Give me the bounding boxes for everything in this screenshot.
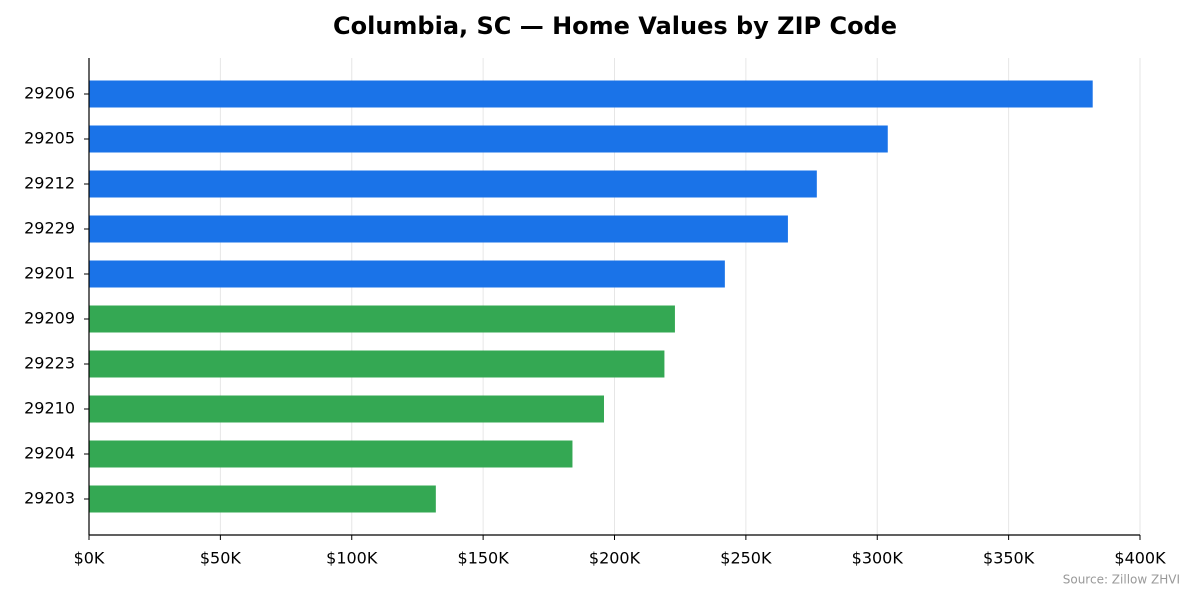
x-tick-label: $300K: [852, 549, 904, 568]
bar: [89, 125, 888, 153]
chart-title: Columbia, SC — Home Values by ZIP Code: [333, 12, 897, 40]
x-tick-label: $50K: [200, 549, 242, 568]
bar: [89, 170, 817, 198]
x-tick-label: $400K: [1114, 549, 1166, 568]
bar: [89, 440, 573, 468]
x-tick-label: $0K: [74, 549, 105, 568]
y-tick-label: 29204: [24, 444, 75, 463]
y-tick-label: 29203: [24, 489, 75, 508]
x-tick-label: $150K: [458, 549, 510, 568]
bar: [89, 305, 675, 333]
y-tick-label: 29205: [24, 129, 75, 148]
source-note: Source: Zillow ZHVI: [1063, 573, 1180, 587]
y-tick-label: 29229: [24, 219, 75, 238]
y-tick-label: 29223: [24, 354, 75, 373]
x-tick-label: $250K: [720, 549, 772, 568]
bar: [89, 260, 725, 288]
y-tick-label: 29212: [24, 174, 75, 193]
y-tick-label: 29206: [24, 84, 75, 103]
bar: [89, 485, 436, 513]
bar: [89, 395, 604, 423]
bar: [89, 80, 1093, 108]
y-tick-label: 29209: [24, 309, 75, 328]
y-tick-label: 29210: [24, 399, 75, 418]
x-tick-label: $350K: [983, 549, 1035, 568]
x-tick-label: $100K: [326, 549, 378, 568]
bar: [89, 350, 665, 378]
y-tick-label: 29201: [24, 264, 75, 283]
x-tick-label: $200K: [589, 549, 641, 568]
bar: [89, 215, 788, 243]
